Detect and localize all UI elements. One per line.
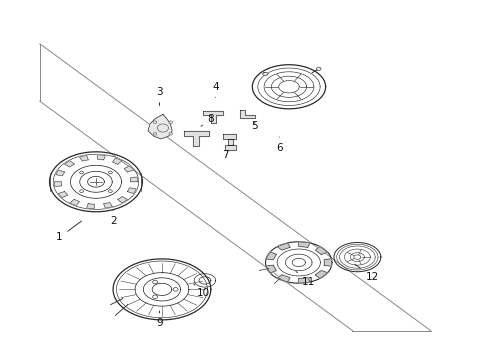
Polygon shape [113, 158, 122, 164]
Polygon shape [277, 243, 290, 250]
Circle shape [153, 121, 157, 123]
Polygon shape [65, 161, 74, 167]
Polygon shape [118, 197, 127, 203]
Circle shape [317, 67, 321, 71]
Polygon shape [87, 204, 95, 209]
Polygon shape [298, 242, 310, 247]
Polygon shape [98, 155, 105, 160]
Text: 11: 11 [296, 271, 315, 287]
Text: 6: 6 [276, 137, 283, 153]
Polygon shape [79, 156, 88, 161]
Text: 12: 12 [355, 264, 379, 282]
Polygon shape [104, 202, 112, 208]
Polygon shape [58, 192, 68, 198]
Polygon shape [184, 131, 209, 146]
Text: 8: 8 [201, 114, 214, 126]
Polygon shape [240, 110, 255, 118]
Polygon shape [130, 177, 138, 182]
Polygon shape [222, 134, 236, 150]
Polygon shape [315, 247, 328, 255]
Polygon shape [324, 259, 331, 266]
Circle shape [153, 132, 157, 135]
Polygon shape [266, 252, 276, 260]
Text: 10: 10 [194, 284, 210, 298]
Circle shape [169, 121, 172, 123]
Polygon shape [203, 111, 223, 123]
Text: 1: 1 [56, 221, 81, 242]
Polygon shape [148, 114, 172, 139]
Polygon shape [263, 72, 269, 76]
Polygon shape [124, 166, 134, 172]
Polygon shape [266, 265, 276, 273]
Text: 4: 4 [212, 82, 219, 98]
Text: 2: 2 [110, 211, 117, 226]
Polygon shape [56, 170, 65, 176]
Text: 3: 3 [156, 87, 163, 105]
Circle shape [169, 132, 172, 135]
Polygon shape [298, 278, 310, 283]
Text: 5: 5 [251, 121, 258, 131]
Polygon shape [277, 275, 290, 282]
Polygon shape [70, 199, 79, 206]
Text: 7: 7 [222, 144, 234, 160]
Polygon shape [54, 182, 62, 186]
Text: 9: 9 [156, 311, 163, 328]
Polygon shape [127, 188, 136, 194]
Polygon shape [315, 270, 328, 278]
